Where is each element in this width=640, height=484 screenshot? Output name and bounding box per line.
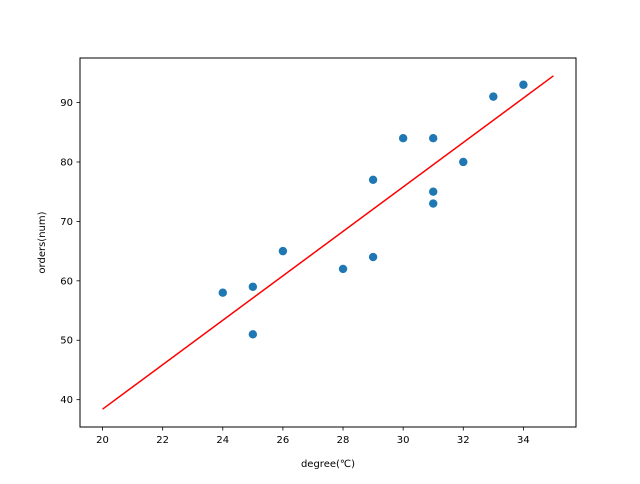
y-tick-label-80: 80 [60,157,73,168]
x-tick-label-34: 34 [517,435,530,446]
axes-frame [79,57,577,428]
scatter-point-0 [218,288,227,297]
x-tick-label-24: 24 [216,435,229,446]
scatter-point-8 [429,134,438,143]
y-tick-label-40: 40 [60,395,73,406]
x-tick-label-28: 28 [337,435,350,446]
scatter-point-5 [368,175,378,185]
scatter-point-13 [519,80,528,89]
x-tick-label-22: 22 [156,435,169,446]
y-tick-label-50: 50 [60,336,73,347]
data-layer [102,75,554,410]
x-tick-label-26: 26 [277,435,290,446]
y-axis-label: orders(num) [37,211,48,273]
x-axis-ticks: 20 22 24 26 28 30 32 34 [96,427,530,446]
scatter-point-3 [278,246,288,256]
scatter-point-1 [248,282,258,291]
x-tick-label-20: 20 [96,435,109,446]
scatter-point-9 [429,187,438,196]
scatter-point-4 [338,264,348,274]
scatter-point-10 [429,199,438,208]
y-tick-label-90: 90 [60,98,73,109]
scatter-point-6 [368,252,378,262]
y-tick-label-60: 60 [60,276,73,287]
x-axis-label: degree(℃) [301,459,355,470]
scatter-point-12 [489,92,498,101]
scatter-point-11 [459,157,468,167]
x-tick-label-30: 30 [397,435,410,446]
fit-line [102,75,554,410]
scatter-point-2 [248,330,258,339]
y-axis-ticks: 40 50 60 70 80 90 [60,98,80,406]
y-tick-label-70: 70 [60,217,73,228]
scatter-point-7 [398,134,408,143]
x-tick-label-32: 32 [457,435,470,446]
